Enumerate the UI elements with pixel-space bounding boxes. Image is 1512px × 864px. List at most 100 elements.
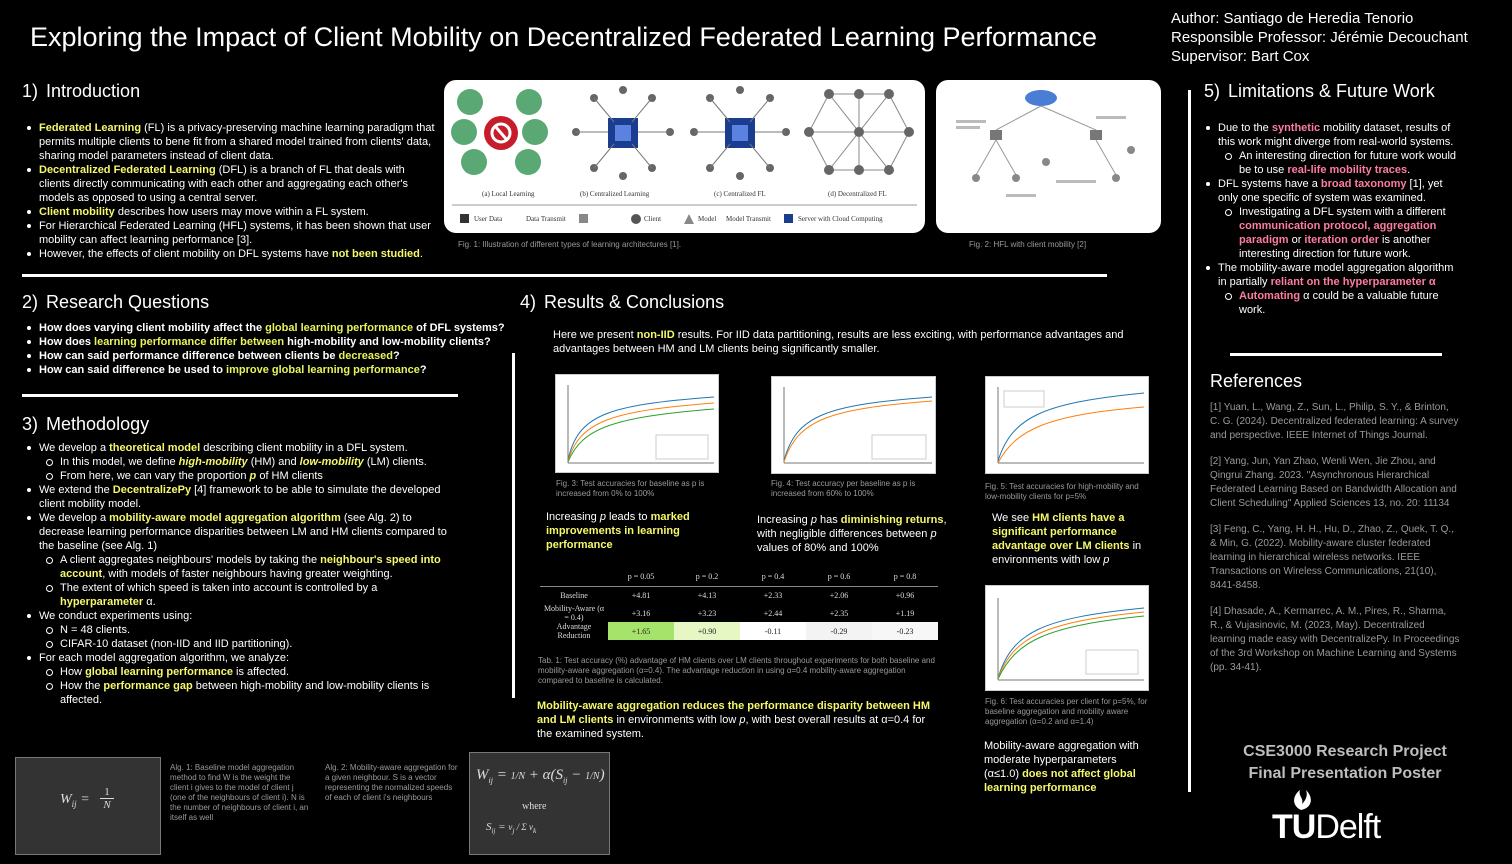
- list-item: The extent of which speed is taken into …: [24, 581, 454, 609]
- results-heading: 4) Results & Conclusions: [520, 292, 725, 312]
- fig1-label-c: (c) Centralized FL: [714, 190, 766, 198]
- divider: [22, 274, 1107, 277]
- fig1-legend-model-transmit: Model Transmit: [726, 215, 771, 223]
- list-item: Investigating a DFL system with a differ…: [1203, 205, 1463, 261]
- divider: [22, 394, 458, 397]
- fig1-legend-client: Client: [644, 215, 662, 223]
- supervisor: Supervisor: Bart Cox: [1171, 48, 1310, 65]
- method-bullets: We develop a theoretical model describin…: [24, 441, 454, 707]
- list-item: How can said performance difference betw…: [24, 349, 514, 363]
- fig1-label-a: (a) Local Learning: [482, 190, 535, 198]
- intro-heading: 1) Introduction: [22, 81, 141, 101]
- list-item: In this model, we define high-mobility (…: [24, 455, 454, 469]
- reference-item: [3] Feng, C., Yang, H. H., Hu, D., Zhao,…: [1210, 524, 1454, 591]
- table-header: p = 0.2: [674, 568, 740, 586]
- list-item: Federated Learning (FL) is a privacy-pre…: [24, 121, 436, 163]
- results-table: p = 0.05 p = 0.2 p = 0.4 p = 0.6 p = 0.8…: [540, 568, 938, 640]
- list-item: For each model aggregation algorithm, we…: [24, 651, 454, 707]
- logo-tu: TU: [1272, 808, 1316, 846]
- reference-item: [4] Dhasade, A., Kermarrec, A. M., Pires…: [1210, 606, 1460, 673]
- table-header: p = 0.8: [872, 568, 938, 586]
- project-name: CSE3000 Research Project: [1243, 743, 1447, 760]
- plot-fig5: [985, 376, 1149, 474]
- fig1-caption: Fig. 1: Illustration of different types …: [458, 240, 682, 249]
- list-item: N = 48 clients.: [24, 623, 454, 637]
- fig6-caption: Fig. 6: Test accuracies per client for p…: [985, 697, 1148, 726]
- vertical-divider: [512, 353, 515, 698]
- conclusion-fig5: We see HM clients have a significant per…: [992, 512, 1142, 566]
- divider: [1230, 353, 1442, 356]
- references-heading: References: [1210, 371, 1303, 391]
- list-item: How global learning performance is affec…: [24, 665, 454, 679]
- table-row: Baseline +4.81 +4.13 +2.33 +2.06 +0.96: [540, 586, 938, 604]
- list-item: Automating α could be a valuable future …: [1203, 289, 1463, 317]
- accuracy-advantage-table: p = 0.05 p = 0.2 p = 0.4 p = 0.6 p = 0.8…: [540, 568, 938, 640]
- list-item: We develop a theoretical model describin…: [24, 441, 454, 483]
- list-item: Decentralized Federated Learning (DFL) i…: [24, 163, 436, 205]
- future-bullets: Due to the synthetic mobility dataset, r…: [1203, 121, 1463, 317]
- fig3-caption: Fig. 3: Test accuracies for baseline as …: [556, 479, 705, 498]
- list-item: Due to the synthetic mobility dataset, r…: [1203, 121, 1463, 177]
- reference-item: [1] Yuan, L., Wang, Z., Sun, L., Philip,…: [1210, 402, 1459, 441]
- flame-icon: [1294, 790, 1311, 810]
- fig2-caption: Fig. 2: HFL with client mobility [2]: [969, 240, 1087, 249]
- conclusion-fig4: Increasing p has diminishing returns, wi…: [757, 514, 947, 554]
- footer-text: CSE3000 Research Project Final Presentat…: [1220, 741, 1470, 785]
- table-header: p = 0.05: [608, 568, 674, 586]
- results-intro: Here we present non-IID results. For IID…: [553, 329, 1124, 355]
- references-list: [1] Yuan, L., Wang, Z., Sun, L., Philip,…: [1210, 401, 1460, 675]
- method-heading: 3) Methodology: [22, 414, 150, 434]
- centralized-fl-diagram: [690, 86, 790, 180]
- table-caption: Tab. 1: Test accuracy (%) advantage of H…: [538, 656, 935, 685]
- list-item: However, the effects of client mobility …: [24, 247, 436, 261]
- decentralized-fl-diagram: [804, 89, 914, 175]
- vertical-divider: [1188, 90, 1191, 792]
- conclusion-fig3: Increasing p leads to marked improvement…: [546, 511, 690, 551]
- figure-hfl-mobility: [936, 80, 1161, 233]
- table-row: Advantage Reduction +1.65 +0.90 -0.11 -0…: [540, 622, 938, 640]
- local-learning-diagram: [451, 89, 548, 175]
- conclusion-table: Mobility-aware aggregation reduces the p…: [537, 700, 931, 740]
- centralized-learning-diagram: [572, 86, 674, 180]
- list-item: Client mobility describes how users may …: [24, 205, 436, 219]
- figure-learning-architectures: (a) Local Learning (b) Centralized Learn…: [444, 80, 925, 233]
- hfl-diagram: [956, 90, 1135, 197]
- table-row: Mobility-Aware (α = 0.4) +3.16 +3.23 +2.44…: [540, 604, 938, 622]
- fig5-caption: Fig. 5: Test accuracies for high-mobilit…: [985, 482, 1139, 501]
- fig4-caption: Fig. 4: Test accuracy per baseline as p …: [771, 479, 916, 498]
- fig1-legend-model: Model: [698, 215, 717, 223]
- list-item: How does varying client mobility affect …: [24, 321, 514, 335]
- alg1-formula: Wij = 1 N: [15, 757, 161, 855]
- list-item: DFL systems have a broad taxonomy [1], y…: [1203, 177, 1463, 261]
- table-header: p = 0.6: [806, 568, 872, 586]
- list-item: An interesting direction for future work…: [1203, 149, 1463, 177]
- list-item: CIFAR-10 dataset (non-IID and IID partit…: [24, 637, 454, 651]
- conclusion-fig6: Mobility-aware aggregation with moderate…: [984, 740, 1139, 794]
- list-item: How can said difference be used to impro…: [24, 363, 514, 377]
- list-item: For Hierarchical Federated Learning (HFL…: [24, 219, 436, 247]
- list-item: From here, we can vary the proportion p …: [24, 469, 454, 483]
- list-item: We develop a mobility-aware model aggreg…: [24, 511, 454, 609]
- fig1-legend-data-transmit: Data Transmit: [526, 215, 566, 223]
- rq-bullets: How does varying client mobility affect …: [24, 321, 514, 377]
- responsible-professor: Responsible Professor: Jérémie Decouchan…: [1171, 29, 1468, 46]
- alg2-formula: Wij = 1/N + α(Sij − 1/N) where Sij = vj …: [469, 752, 610, 855]
- plot-fig3: [555, 374, 719, 473]
- list-item: We conduct experiments using: N = 48 cli…: [24, 609, 454, 651]
- table-header: p = 0.4: [740, 568, 806, 586]
- tudelft-logo: TUDelft: [1272, 786, 1432, 846]
- intro-bullets: Federated Learning (FL) is a privacy-pre…: [24, 121, 436, 261]
- poster-title: Exploring the Impact of Client Mobility …: [30, 22, 1098, 52]
- rq-heading: 2) Research Questions: [22, 292, 210, 312]
- alg1-caption: Alg. 1: Baseline model aggregation metho…: [170, 763, 309, 822]
- fig1-label-d: (d) Decentralized FL: [828, 190, 887, 198]
- alg2-caption: Alg. 2: Mobility-aware aggregation for a…: [325, 763, 458, 802]
- list-item: We extend the DecentralizePy [4] framewo…: [24, 483, 454, 511]
- fig1-legend-user-data: User Data: [474, 215, 503, 223]
- list-item: The mobility-aware model aggregation alg…: [1203, 261, 1463, 317]
- fig1-legend-server: Server with Cloud Computing: [798, 215, 883, 223]
- author-name: Author: Santiago de Heredia Tenorio: [1171, 10, 1414, 27]
- list-item: How the performance gap between high-mob…: [24, 679, 454, 707]
- reference-item: [2] Yang, Jun, Yan Zhao, Wenli Wen, Jie …: [1210, 456, 1457, 509]
